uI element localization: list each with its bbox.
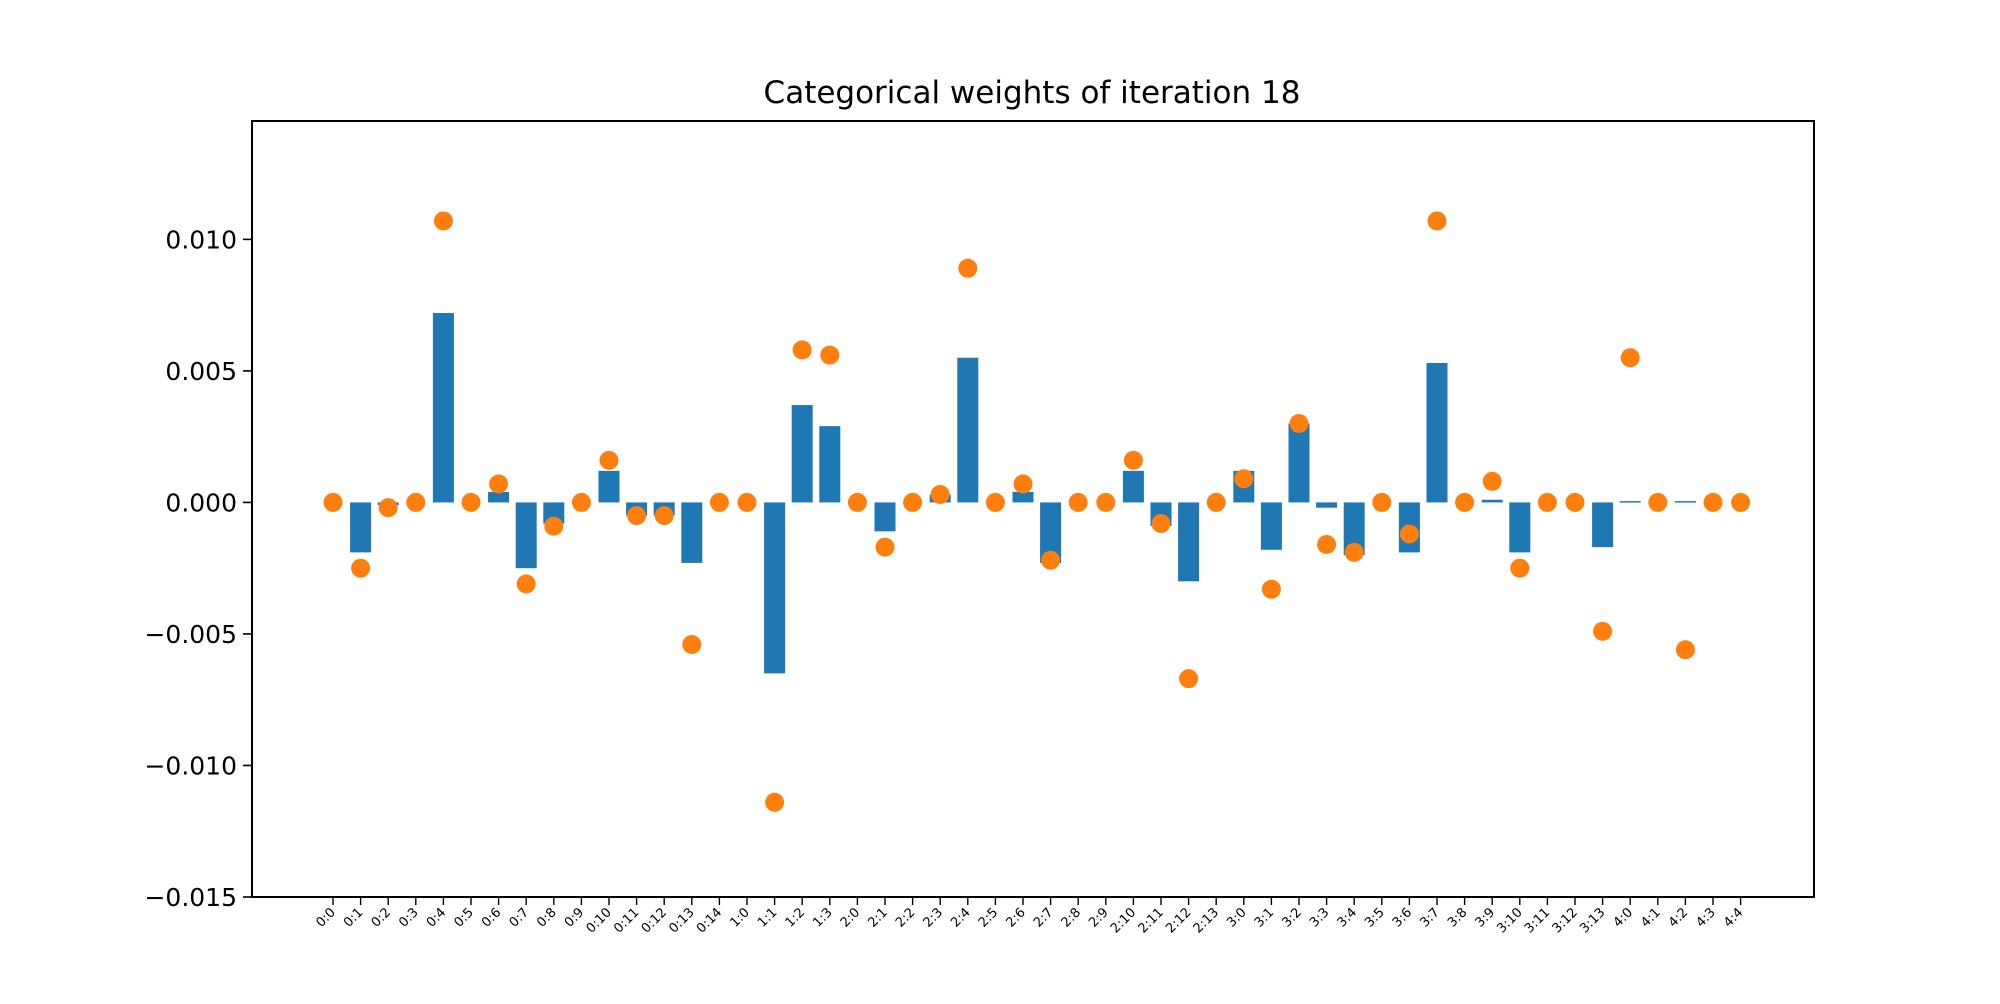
bar xyxy=(488,491,510,503)
scatter-point xyxy=(985,492,1005,512)
y-tick-label: 0.000 xyxy=(165,488,237,517)
scatter-point xyxy=(433,211,453,231)
scatter-point xyxy=(406,492,426,512)
bar xyxy=(515,502,537,569)
scatter-point xyxy=(1510,558,1530,578)
bar xyxy=(874,502,896,532)
bar xyxy=(1509,502,1531,553)
bar xyxy=(764,502,786,674)
bar xyxy=(1012,491,1034,503)
scatter-point xyxy=(1041,550,1061,570)
scatter-point xyxy=(599,450,619,470)
scatter-point xyxy=(1261,579,1281,599)
scatter-point xyxy=(1537,492,1557,512)
bar xyxy=(432,313,454,503)
bar xyxy=(598,470,620,503)
bar xyxy=(1674,501,1696,503)
bar xyxy=(1619,501,1641,503)
bar xyxy=(1316,502,1338,508)
scatter-point xyxy=(378,498,398,518)
scatter-point xyxy=(627,506,647,526)
scatter-point xyxy=(737,492,757,512)
scatter-point xyxy=(1455,492,1475,512)
scatter-point xyxy=(571,492,591,512)
scatter-point xyxy=(1123,450,1143,470)
scatter-point xyxy=(1565,492,1585,512)
scatter-point xyxy=(323,492,343,512)
scatter-point xyxy=(516,574,536,594)
y-tick-label: 0.005 xyxy=(165,357,237,386)
scatter-point xyxy=(1206,492,1226,512)
scatter-point xyxy=(489,474,509,494)
scatter-point xyxy=(1096,492,1116,512)
scatter-point xyxy=(1703,492,1723,512)
scatter-point xyxy=(1344,542,1364,562)
scatter-point xyxy=(1013,474,1033,494)
bar xyxy=(1288,423,1310,503)
y-tick-label: −0.005 xyxy=(144,620,237,649)
y-tick-label: −0.010 xyxy=(144,751,237,780)
bar xyxy=(1178,502,1200,582)
scatter-point xyxy=(1068,492,1088,512)
scatter-point xyxy=(792,340,812,360)
bar xyxy=(1481,499,1503,503)
scatter-point xyxy=(461,492,481,512)
scatter-point xyxy=(765,792,785,812)
bar xyxy=(1260,502,1282,550)
scatter-point xyxy=(1317,535,1337,555)
bar xyxy=(681,502,703,563)
scatter-point xyxy=(1648,492,1668,512)
bar xyxy=(791,405,813,503)
bar xyxy=(1426,363,1448,503)
scatter-point xyxy=(958,258,978,278)
scatter-point xyxy=(875,537,895,557)
scatter-point xyxy=(1399,524,1419,544)
scatter-point xyxy=(654,506,674,526)
bar xyxy=(1343,502,1365,556)
scatter-point xyxy=(1234,469,1254,489)
scatter-point xyxy=(1289,414,1309,434)
scatter-point xyxy=(1179,669,1199,689)
plot-frame xyxy=(251,120,1815,898)
scatter-point xyxy=(544,516,564,536)
chart-title: Categorical weights of iteration 18 xyxy=(764,75,1301,111)
bars-layer xyxy=(350,313,1696,674)
bar xyxy=(1592,502,1614,548)
scatter-point xyxy=(1731,492,1751,512)
bar xyxy=(957,357,979,503)
bar xyxy=(1122,470,1144,503)
bar xyxy=(350,502,372,553)
y-tick-label: −0.015 xyxy=(144,883,237,912)
scatter-point xyxy=(1675,640,1695,660)
bar xyxy=(819,426,841,503)
y-tick-label: 0.010 xyxy=(165,225,237,254)
scatter-point xyxy=(682,634,702,654)
scatter-point xyxy=(1482,471,1502,491)
scatter-point xyxy=(1372,492,1392,512)
scatter-point xyxy=(847,492,867,512)
y-axis: 0.010 0.005 0.000 −0.005 −0.010 −0.015 xyxy=(144,225,252,912)
scatter-point xyxy=(930,485,950,505)
scatter-point xyxy=(1427,211,1447,231)
scatter-point xyxy=(1620,348,1640,368)
scatter-point xyxy=(1151,513,1171,533)
scatter-point xyxy=(1593,621,1613,641)
points-layer xyxy=(323,211,1751,812)
scatter-point xyxy=(820,345,840,365)
scatter-point xyxy=(903,492,923,512)
scatter-point xyxy=(709,492,729,512)
scatter-point xyxy=(351,558,371,578)
bar xyxy=(1040,502,1062,563)
